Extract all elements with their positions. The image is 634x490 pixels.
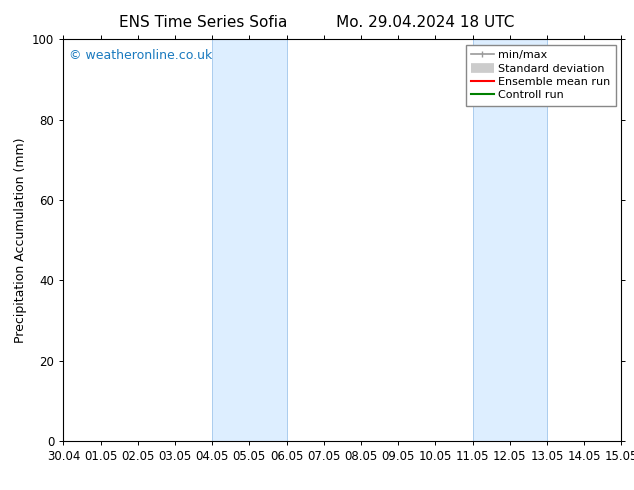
Y-axis label: Precipitation Accumulation (mm): Precipitation Accumulation (mm) xyxy=(13,137,27,343)
Bar xyxy=(472,39,547,441)
Legend: min/max, Standard deviation, Ensemble mean run, Controll run: min/max, Standard deviation, Ensemble me… xyxy=(466,45,616,106)
Text: © weatheronline.co.uk: © weatheronline.co.uk xyxy=(69,49,212,62)
Bar xyxy=(212,39,287,441)
Text: ENS Time Series Sofia          Mo. 29.04.2024 18 UTC: ENS Time Series Sofia Mo. 29.04.2024 18 … xyxy=(119,15,515,30)
